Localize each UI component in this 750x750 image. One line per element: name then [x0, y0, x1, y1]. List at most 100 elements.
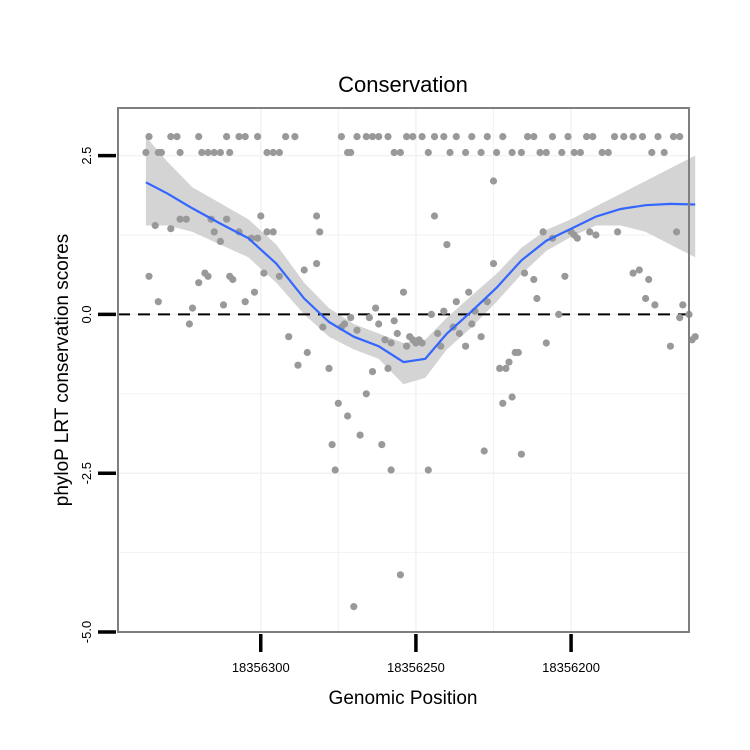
data-point — [167, 225, 175, 233]
data-point — [642, 294, 650, 303]
y-tick-label: -5.0 — [79, 621, 94, 643]
data-point — [396, 148, 404, 157]
data-point — [589, 133, 597, 141]
data-point — [219, 301, 228, 309]
data-point — [198, 148, 206, 157]
data-point — [282, 133, 290, 141]
data-point — [489, 177, 498, 185]
data-point — [583, 133, 591, 141]
data-point — [576, 148, 585, 157]
panel-border — [117, 107, 690, 633]
x-tick-label: 18356300 — [232, 660, 290, 675]
data-point — [499, 133, 507, 141]
data-point — [269, 228, 277, 236]
data-point — [660, 148, 668, 157]
data-point — [468, 133, 476, 141]
data-point — [598, 148, 606, 157]
data-point — [381, 336, 389, 344]
confidence-band — [145, 136, 696, 385]
smooth-trend-line — [145, 181, 696, 364]
data-point — [387, 466, 395, 474]
data-point — [468, 320, 476, 328]
data-point — [223, 215, 231, 223]
data-point — [483, 298, 491, 306]
data-point — [592, 231, 600, 239]
data-point — [570, 148, 578, 157]
data-point — [384, 133, 392, 141]
data-point — [384, 364, 392, 372]
data-point — [508, 148, 516, 157]
data-point — [477, 148, 485, 157]
data-point — [378, 441, 386, 449]
data-point — [241, 133, 249, 141]
data-point — [241, 298, 249, 306]
data-point — [440, 307, 448, 315]
data-point — [269, 148, 277, 157]
data-point — [440, 133, 448, 141]
data-point — [167, 133, 175, 141]
data-point — [313, 260, 321, 268]
data-point — [520, 269, 529, 277]
data-point — [629, 269, 637, 277]
y-axis: 2.5 0.0 -2.5 -5.0 — [79, 147, 116, 643]
data-point — [399, 288, 408, 296]
data-point — [235, 133, 243, 141]
data-point — [430, 212, 439, 220]
data-point — [254, 133, 262, 141]
data-point — [542, 339, 550, 347]
data-point — [614, 228, 622, 236]
data-point — [462, 148, 470, 157]
data-point — [629, 133, 637, 141]
data-point — [669, 133, 678, 141]
data-point — [368, 133, 377, 141]
data-point — [176, 215, 184, 223]
data-point — [455, 329, 463, 338]
data-point — [673, 228, 681, 236]
data-point — [586, 228, 594, 236]
data-point — [390, 148, 398, 157]
data-point — [195, 279, 203, 287]
data-point — [173, 133, 181, 141]
data-point — [151, 221, 159, 230]
data-point — [635, 266, 643, 274]
data-point — [328, 441, 336, 449]
data-point — [465, 288, 473, 296]
data-point — [446, 148, 454, 157]
data-point — [182, 215, 190, 223]
data-point — [229, 275, 237, 284]
x-tick-label: 18356250 — [387, 660, 445, 675]
data-point — [533, 294, 541, 303]
data-point — [387, 339, 395, 347]
data-point — [462, 342, 470, 350]
data-point — [558, 148, 566, 157]
data-point — [331, 466, 339, 474]
data-point — [362, 390, 370, 398]
data-point — [573, 234, 581, 242]
data-point — [210, 148, 218, 157]
data-point — [648, 148, 656, 157]
data-point — [409, 133, 417, 141]
plot-panel — [117, 107, 699, 633]
data-point — [372, 304, 380, 312]
data-point — [610, 133, 619, 141]
data-point — [539, 228, 547, 236]
data-point — [154, 298, 162, 306]
data-point — [434, 329, 442, 338]
data-point — [145, 272, 153, 280]
data-point — [542, 148, 550, 157]
data-point — [210, 228, 218, 236]
data-point — [300, 266, 308, 274]
data-point — [452, 133, 460, 141]
data-point — [403, 133, 411, 141]
data-point — [493, 148, 501, 157]
data-point — [505, 358, 513, 366]
data-point — [226, 148, 234, 157]
data-point — [651, 301, 659, 309]
data-point — [365, 314, 373, 322]
data-point — [390, 317, 398, 325]
data-point — [294, 361, 302, 369]
data-point — [489, 260, 498, 268]
data-point — [604, 148, 612, 157]
data-point — [424, 466, 432, 474]
y-tick-label: 2.5 — [79, 147, 94, 165]
